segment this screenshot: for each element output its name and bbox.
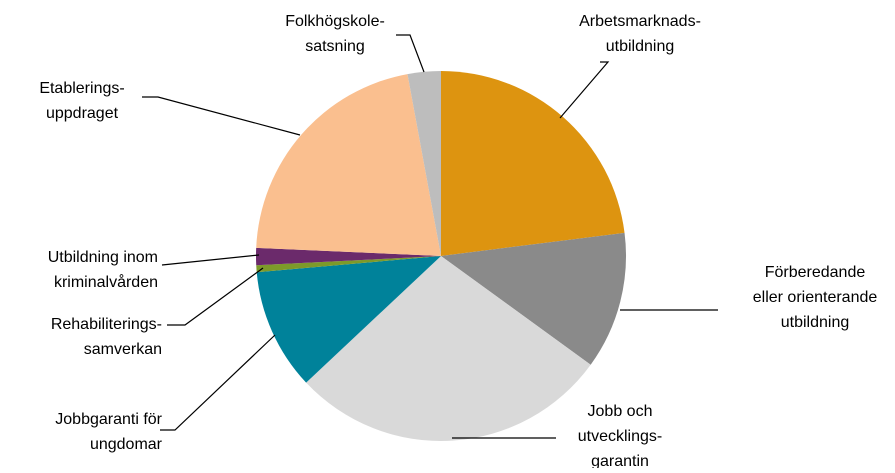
slice-label: Förberedande eller orienterande utbildning xyxy=(753,264,878,331)
pie-slice xyxy=(407,71,441,256)
pie-slice xyxy=(256,256,441,383)
leader-line xyxy=(559,61,610,119)
slice-label: Arbetsmarknads-utbildning xyxy=(579,13,701,55)
leader-line xyxy=(396,34,425,73)
pie-slice xyxy=(306,256,591,441)
slice-label: Utbildning inom kriminalvården xyxy=(48,249,158,291)
leader-line xyxy=(167,267,264,326)
leader-line xyxy=(161,254,260,266)
slice-label: Etablerings-uppdraget xyxy=(39,80,124,122)
slice-label: Rehabiliterings-samverkan xyxy=(51,316,162,358)
pie-slice xyxy=(441,71,625,256)
slice-label: Folkhögskole-satsning xyxy=(285,13,385,55)
pie-slice xyxy=(256,247,441,266)
pie-slice xyxy=(256,256,441,273)
pie-slice xyxy=(441,232,626,365)
slice-label: Jobbgaranti för ungdomar xyxy=(55,411,162,453)
leader-line xyxy=(160,334,276,431)
slice-label: Jobb och utvecklings-garantin xyxy=(578,403,662,468)
leader-line xyxy=(142,96,301,136)
pie-slice xyxy=(256,74,441,256)
